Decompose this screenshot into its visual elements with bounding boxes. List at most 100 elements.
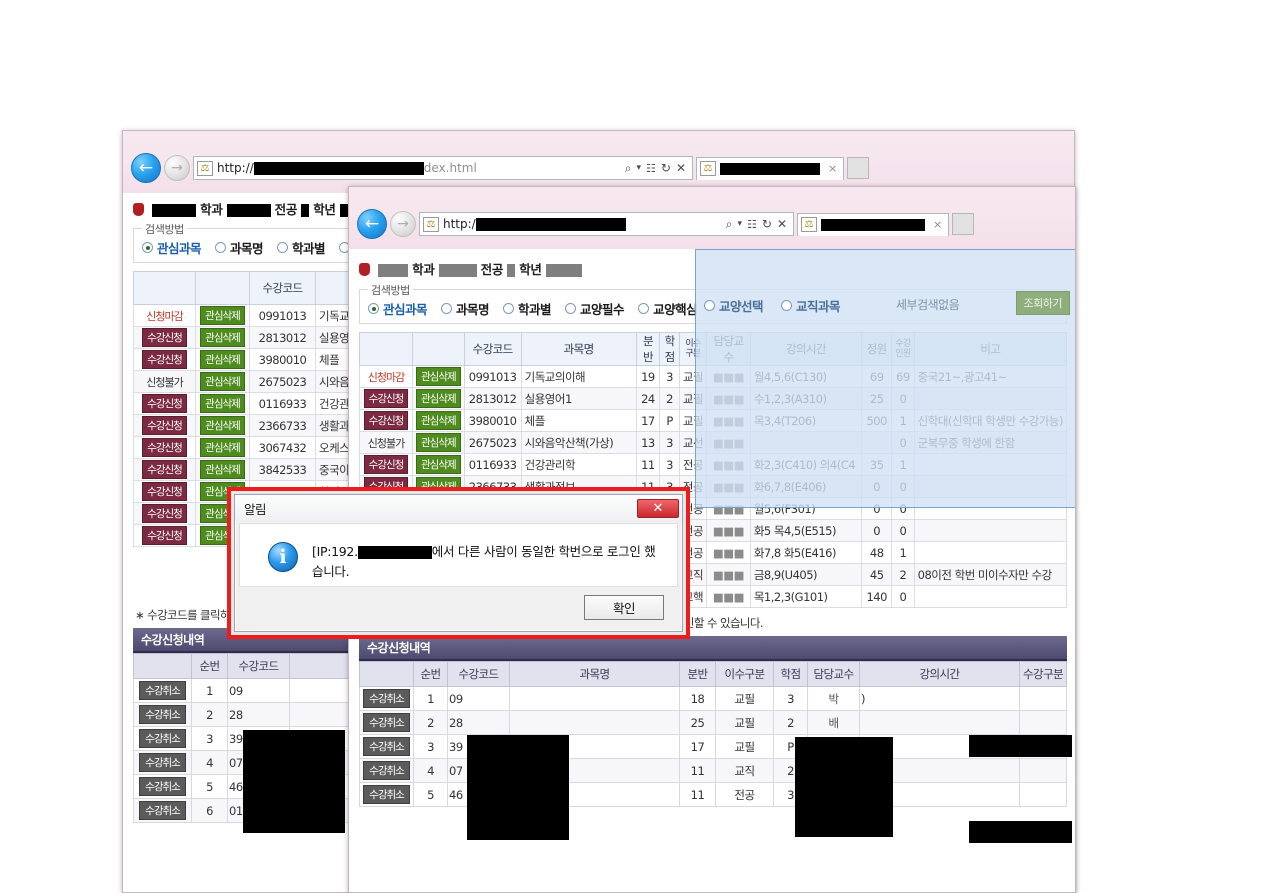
remove-interest-button[interactable]: 관심삭제 (200, 438, 245, 457)
cancel-enrollment-button[interactable]: 수강취소 (139, 777, 186, 796)
apply-button[interactable]: 수강신청 (142, 504, 187, 523)
remove-interest-button[interactable]: 관심삭제 (416, 455, 461, 474)
apply-button[interactable]: 수강신청 (142, 416, 187, 435)
cell-name[interactable]: 체플 (520, 409, 637, 432)
cell-code[interactable]: 2366733 (249, 414, 316, 437)
cell-remove[interactable]: 관심삭제 (412, 431, 465, 454)
remove-interest-button[interactable]: 관심삭제 (200, 328, 245, 347)
table-row[interactable]: 수강신청 관심삭제 0116933 건강관리학 11 3 전공 ■■■ 화2,3(C410) 의… (359, 453, 1068, 476)
cell-status[interactable]: 수강신청 (359, 409, 413, 432)
cell-code[interactable]: 09 (227, 678, 290, 703)
remove-interest-button[interactable]: 관심삭제 (200, 394, 245, 413)
foreground-enrolled-table[interactable]: 순번 수강코드 과목명 분반 이수구분 학점 담당교수 강의시간 수강구분 수강… (359, 661, 1067, 807)
cell-status[interactable]: 수강신청 (133, 524, 196, 547)
address-bar[interactable]: ⚖ http:/ ⌕ ▾ ☷ ↻ ✕ (419, 212, 794, 236)
cell-remove[interactable]: 관심삭제 (195, 304, 250, 327)
cell-remove[interactable]: 관심삭제 (195, 436, 250, 459)
apply-button[interactable]: 수강신청 (142, 350, 187, 369)
cell-code[interactable]: 0991013 (463, 365, 522, 388)
cell-name[interactable]: 실용영어1 (520, 387, 637, 410)
cell-cancel[interactable]: 수강취소 (359, 782, 414, 807)
radio-option-dept[interactable]: 학과별 (503, 299, 552, 318)
radio-option-core[interactable]: 교양핵심 (638, 299, 698, 318)
cell-cancel[interactable]: 수강취소 (133, 774, 192, 799)
browser-tab[interactable]: ⚖ × (797, 212, 949, 236)
cell-cancel[interactable]: 수강취소 (133, 798, 192, 823)
compatibility-icon[interactable]: ☷ (747, 217, 757, 231)
cell-code[interactable]: 28 (447, 710, 510, 735)
cell-cancel[interactable]: 수강취소 (359, 686, 414, 711)
cell-status[interactable]: 수강신청 (359, 387, 413, 410)
remove-interest-button[interactable]: 관심삭제 (416, 433, 461, 452)
cell-status[interactable]: 신청불가 (359, 431, 413, 454)
tab-close-icon[interactable]: × (828, 162, 838, 175)
foreground-enrolled-rows[interactable]: 수강취소 1 09 18 교필 3 박) 수강취소 2 28 25 교필 2 배 수강취소 3 39 1… (359, 686, 1067, 807)
browser-tab[interactable]: ⚖ × (696, 156, 844, 180)
cell-cancel[interactable]: 수강취소 (359, 710, 414, 735)
radio-option-interest[interactable]: 관심과목 (368, 299, 428, 318)
apply-button[interactable]: 수강신청 (142, 526, 187, 545)
cell-remove[interactable]: 관심삭제 (195, 370, 250, 393)
cancel-enrollment-button[interactable]: 수강취소 (139, 681, 186, 700)
apply-button[interactable]: 수강신청 (142, 460, 187, 479)
dialog-titlebar[interactable]: 알림 ✕ (235, 495, 682, 521)
cell-name[interactable]: 기독교의이해 (520, 365, 637, 388)
cell-remove[interactable]: 관심삭제 (195, 392, 250, 415)
cell-cancel[interactable]: 수강취소 (359, 758, 414, 783)
cell-status[interactable]: 수강신청 (133, 414, 196, 437)
cell-code[interactable]: 0991013 (249, 304, 316, 327)
remove-interest-button[interactable]: 관심삭제 (200, 416, 245, 435)
confirm-button[interactable]: 확인 (584, 594, 664, 620)
apply-button[interactable]: 수강신청 (363, 389, 409, 408)
cell-code[interactable]: 3842533 (249, 458, 316, 481)
table-row[interactable]: 수강취소 2 28 25 교필 2 배 (359, 710, 1067, 735)
remove-interest-button[interactable]: 관심삭제 (416, 411, 461, 430)
radio-option-coursename[interactable]: 과목명 (215, 238, 264, 257)
refresh-icon[interactable]: ↻ (761, 217, 772, 231)
table-row[interactable]: 수강신청 관심삭제 3980010 체플 17 P 교필 ■■■ 목3,4(T206) 500 1 신… (359, 409, 1068, 432)
cell-status[interactable]: 수강신청 (133, 480, 196, 503)
search-options[interactable]: 관심과목 과목명 학과별 교양필수 교양핵심 (368, 293, 1058, 318)
remove-interest-button[interactable]: 관심삭제 (200, 372, 245, 391)
radio-option-interest[interactable]: 관심과목 (142, 238, 202, 257)
cell-code[interactable]: 28 (227, 702, 290, 727)
cell-remove[interactable]: 관심삭제 (195, 458, 250, 481)
cell-code[interactable]: 0116933 (249, 392, 316, 415)
apply-button[interactable]: 수강신청 (363, 455, 409, 474)
cell-code[interactable]: 3980010 (463, 409, 522, 432)
cell-status[interactable]: 신청불가 (133, 370, 196, 393)
back-button[interactable]: ← (131, 153, 161, 183)
cell-status[interactable]: 수강신청 (359, 453, 413, 476)
refresh-icon[interactable]: ↻ (660, 161, 671, 175)
apply-button[interactable]: 수강신청 (142, 482, 187, 501)
cell-status[interactable]: 신청마감 (359, 365, 413, 388)
cell-code[interactable]: 2675023 (249, 370, 316, 393)
table-row[interactable]: 수강취소 1 09 18 교필 3 박) (359, 686, 1067, 711)
address-bar-icons[interactable]: ⌕ ▾ ☷ ↻ ✕ (625, 161, 690, 176)
cell-name[interactable]: 시와음악산책(가상) (520, 431, 637, 454)
remove-interest-button[interactable]: 관심삭제 (416, 389, 461, 408)
forward-button[interactable]: → (164, 155, 190, 181)
cell-status[interactable]: 신청마감 (133, 304, 196, 327)
remove-interest-button[interactable]: 관심삭제 (200, 460, 245, 479)
stop-icon[interactable]: ✕ (776, 217, 787, 231)
radio-option-required[interactable]: 교양필수 (565, 299, 625, 318)
cell-status[interactable]: 수강신청 (133, 502, 196, 525)
cancel-enrollment-button[interactable]: 수강취소 (139, 729, 186, 748)
cell-cancel[interactable]: 수강취소 (133, 702, 192, 727)
address-bar[interactable]: ⚖ http://dex.html ⌕ ▾ ☷ ↻ ✕ (193, 156, 693, 180)
radio-option-coursename[interactable]: 과목명 (441, 299, 490, 318)
cancel-enrollment-button[interactable]: 수강취소 (363, 713, 410, 732)
table-row[interactable]: 수강신청 관심삭제 2813012 실용영어1 24 2 교필 ■■■ 수1,2,3(A310)… (359, 387, 1068, 410)
remove-interest-button[interactable]: 관심삭제 (200, 306, 245, 325)
remove-interest-button[interactable]: 관심삭제 (200, 350, 245, 369)
cancel-enrollment-button[interactable]: 수강취소 (363, 761, 410, 780)
cancel-enrollment-button[interactable]: 수강취소 (363, 737, 410, 756)
cell-remove[interactable]: 관심삭제 (195, 326, 250, 349)
cell-code[interactable]: 3067432 (249, 436, 316, 459)
table-row[interactable]: 신청불가 관심삭제 2675023 시와음악산책(가상) 13 3 교선 ■■■ 0 군복무중 학… (359, 431, 1068, 454)
cell-name[interactable] (509, 686, 680, 711)
